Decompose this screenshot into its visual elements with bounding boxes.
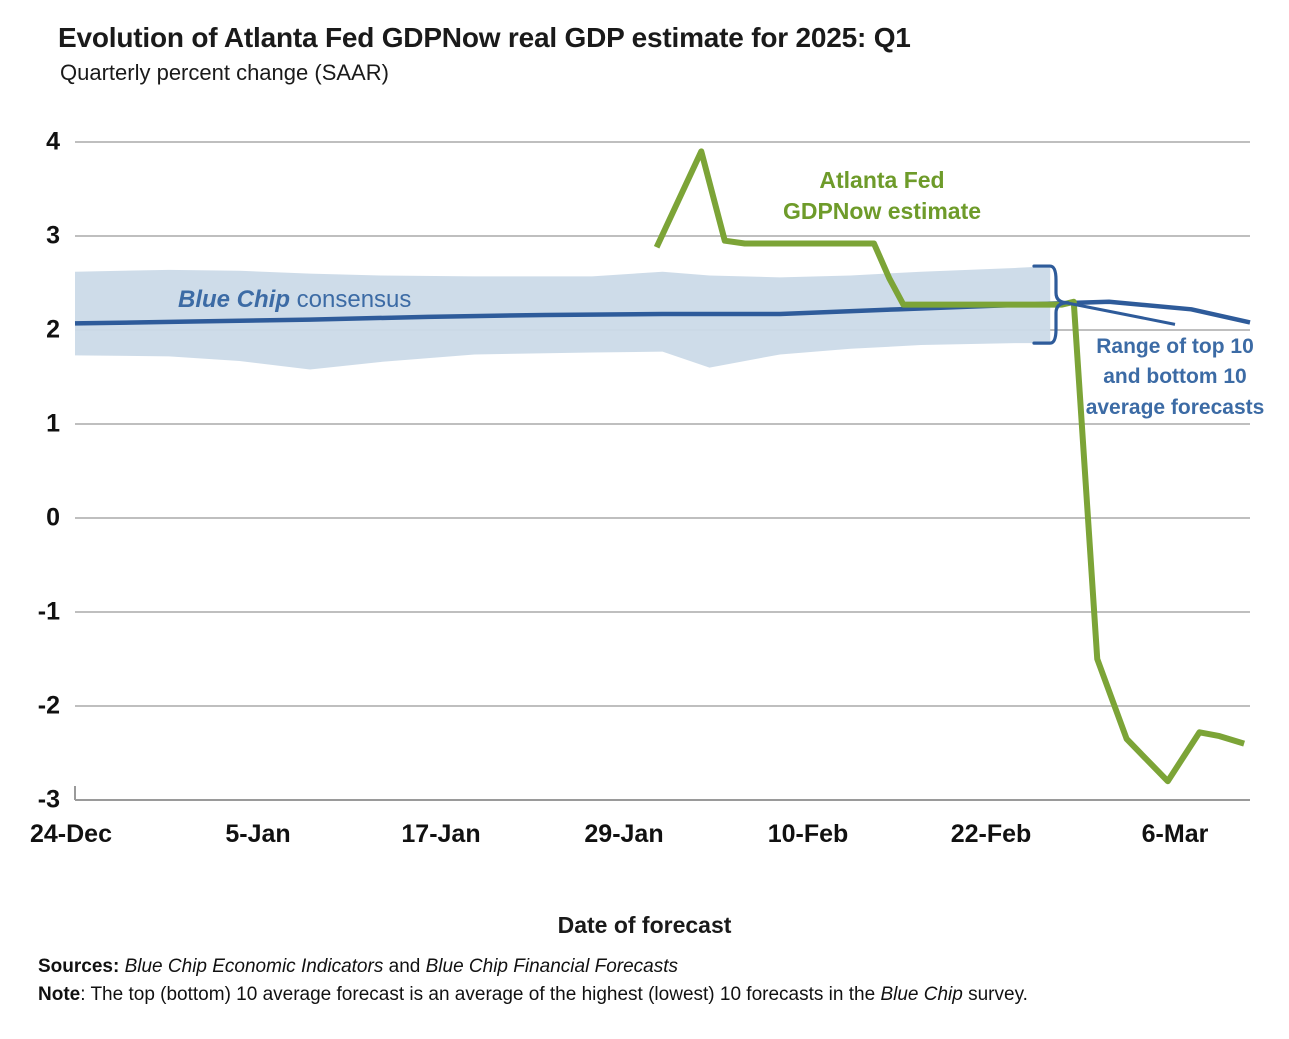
annotation-gdpnow-line2: GDPNow estimate: [782, 198, 982, 225]
x-axis-title: Date of forecast: [557, 912, 732, 938]
annotation-range-line3: average forecasts: [1085, 395, 1265, 419]
footnote-sources: Sources: Blue Chip Economic Indicators a…: [38, 953, 1218, 981]
annotation-gdpnow-line1: Atlanta Fed: [819, 167, 945, 193]
footnote-source-a: Blue Chip Economic Indicators: [124, 956, 384, 977]
y-tick-label: -2: [37, 691, 60, 720]
footnote-note-italic: Blue Chip: [880, 983, 963, 1005]
x-tick-label: 6-Mar: [1141, 820, 1209, 848]
x-tick-label: 5-Jan: [225, 820, 291, 848]
annotation-range-line1: Range of top 10: [1096, 335, 1254, 358]
footnote-note: Note: The top (bottom) 10 average foreca…: [38, 981, 1218, 1009]
x-tick-label: 10-Feb: [767, 820, 849, 848]
x-tick-label: 17-Jan: [401, 820, 481, 848]
y-tick-label: 0: [46, 503, 60, 532]
page-title: Evolution of Atlanta Fed GDPNow real GDP…: [58, 22, 911, 53]
x-tick-label: 22-Feb: [950, 820, 1032, 848]
footnote-sources-label: Sources:: [38, 956, 120, 977]
footnote-note-text2: survey.: [962, 983, 1028, 1005]
annotation-range: Range of top 10 and bottom 10 average fo…: [1062, 332, 1288, 423]
y-tick-label: -3: [37, 785, 60, 814]
chart-subtitle: Quarterly percent change (SAAR): [60, 60, 389, 85]
annotation-gdpnow: Atlanta Fed GDPNow estimate: [748, 165, 1016, 227]
annotation-bluechip-consensus: Blue Chip consensus: [178, 286, 411, 314]
y-tick-label: 4: [46, 127, 60, 156]
x-tick-label: 29-Jan: [584, 820, 664, 848]
footnotes: Sources: Blue Chip Economic Indicators a…: [38, 953, 1218, 1008]
footnote-note-label: Note: [38, 983, 81, 1005]
y-tick-label: 1: [46, 409, 60, 438]
footnote-sources-and: and: [383, 956, 426, 977]
x-tick-label: 24-Dec: [30, 820, 112, 848]
y-tick-label: 3: [46, 221, 60, 250]
annotation-range-line2: and bottom 10: [1103, 365, 1247, 389]
y-tick-label: -1: [37, 597, 60, 626]
footnote-note-text1: : The top (bottom) 10 average forecast i…: [80, 983, 881, 1005]
y-tick-label: 2: [46, 315, 60, 344]
annotation-bluechip-rest: consensus: [290, 286, 412, 313]
annotation-bluechip-italic: Blue Chip: [178, 286, 290, 313]
footnote-source-b: Blue Chip Financial Forecasts: [425, 956, 678, 977]
